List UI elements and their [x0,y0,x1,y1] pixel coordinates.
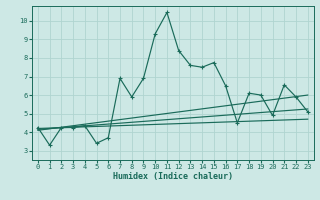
X-axis label: Humidex (Indice chaleur): Humidex (Indice chaleur) [113,172,233,181]
